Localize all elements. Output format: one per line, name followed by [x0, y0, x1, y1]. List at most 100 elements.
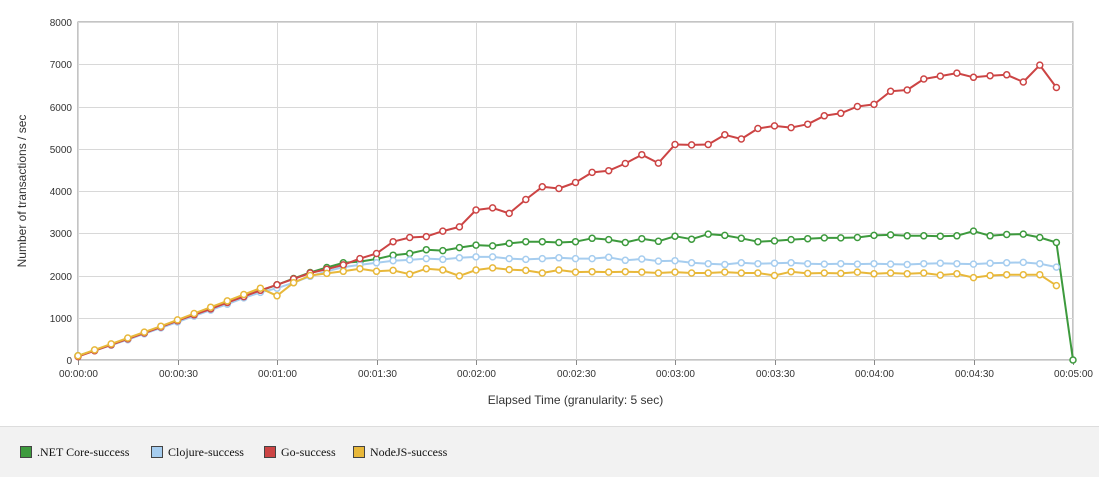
data-point [770, 237, 779, 245]
series-line [77, 266, 1057, 357]
data-point [472, 206, 480, 214]
data-point [422, 264, 431, 273]
data-point [986, 271, 994, 280]
data-point [969, 227, 978, 235]
data-point [439, 255, 447, 264]
data-point [604, 268, 613, 276]
data-point [754, 259, 762, 268]
data-point [936, 259, 945, 267]
data-point [986, 232, 994, 240]
data-point [803, 234, 812, 243]
data-point [621, 238, 630, 247]
data-point [604, 166, 613, 175]
data-point [886, 260, 895, 268]
data-point [621, 256, 630, 265]
data-point [969, 273, 978, 282]
data-point [886, 269, 895, 277]
data-point [273, 292, 281, 300]
data-point [1002, 259, 1011, 267]
data-point [107, 340, 115, 348]
data-point [837, 269, 845, 278]
data-point [920, 259, 928, 268]
data-point [704, 140, 712, 149]
data-point [1052, 83, 1061, 92]
data-point [820, 112, 829, 120]
data-point [1052, 238, 1061, 247]
series-0 [74, 227, 1077, 364]
legend-label-nodejs: NodeJS-success [370, 444, 448, 459]
x-tick-label: 00:05:00 [1054, 369, 1093, 380]
x-tick-label: 00:02:00 [457, 369, 496, 380]
data-point [853, 260, 862, 268]
legend-item-nodejs[interactable]: NodeJS-success [353, 445, 447, 459]
data-point [389, 266, 397, 275]
x-tick-label: 00:03:00 [656, 369, 695, 380]
y-tick-label: 0 [66, 356, 72, 367]
data-point [704, 269, 712, 277]
series-1 [74, 253, 1061, 360]
data-point [671, 232, 679, 240]
data-point [372, 259, 381, 267]
data-point [704, 230, 712, 238]
data-point [903, 232, 911, 240]
data-point [820, 269, 829, 277]
data-point [588, 234, 596, 243]
data-point [422, 232, 431, 241]
data-point [870, 100, 878, 109]
data-point [687, 269, 696, 277]
data-point [654, 269, 663, 277]
data-point [1036, 270, 1044, 279]
data-point [1002, 270, 1011, 279]
data-point [687, 235, 696, 243]
data-point [472, 253, 480, 261]
data-point [770, 122, 779, 130]
data-point [654, 257, 663, 265]
data-point [356, 254, 364, 263]
data-point [538, 237, 547, 246]
data-point [787, 267, 795, 276]
data-point [571, 237, 580, 246]
data-point [223, 297, 232, 305]
line-chart: 0 1000 2000 3000 4000 5000 6000 7000 8000 00:00:… [15, 18, 1093, 407]
data-point [870, 270, 878, 278]
data-point [654, 159, 663, 167]
data-point [886, 231, 895, 239]
data-point [1019, 230, 1028, 238]
data-point [555, 266, 563, 274]
data-point [522, 237, 530, 246]
data-point [472, 241, 480, 249]
legend-label-clojure: Clojure-success [168, 444, 244, 459]
data-point [721, 131, 729, 139]
data-point [455, 272, 464, 280]
data-point [1002, 230, 1011, 239]
x-tick-label: 00:01:30 [358, 369, 397, 380]
data-point [837, 234, 845, 242]
data-point [837, 109, 845, 118]
data-point [538, 269, 547, 277]
data-point [687, 259, 696, 267]
x-tick-label: 00:02:30 [557, 369, 596, 380]
data-point [323, 269, 331, 278]
grid [77, 21, 1074, 365]
data-point [339, 267, 348, 276]
data-point [853, 268, 862, 276]
data-point [920, 75, 928, 83]
data-point [936, 271, 945, 279]
legend-item-dotnet[interactable]: .NET Core-success [20, 445, 129, 459]
data-point [936, 72, 945, 80]
x-axis-title: Elapsed Time (granularity: 5 sec) [488, 393, 663, 407]
data-point [439, 246, 447, 255]
data-point [405, 233, 414, 242]
data-point [770, 271, 779, 280]
data-point [737, 135, 746, 143]
data-point [488, 264, 497, 272]
data-point [488, 253, 497, 261]
series-line [77, 64, 1058, 358]
data-point [770, 259, 779, 267]
legend-item-go[interactable]: Go-success [264, 445, 336, 459]
data-point [1036, 61, 1044, 69]
legend-item-clojure[interactable]: Clojure-success [151, 445, 244, 459]
data-point [339, 261, 348, 269]
y-tick-label: 5000 [50, 145, 73, 156]
y-tick-label: 3000 [50, 229, 73, 240]
